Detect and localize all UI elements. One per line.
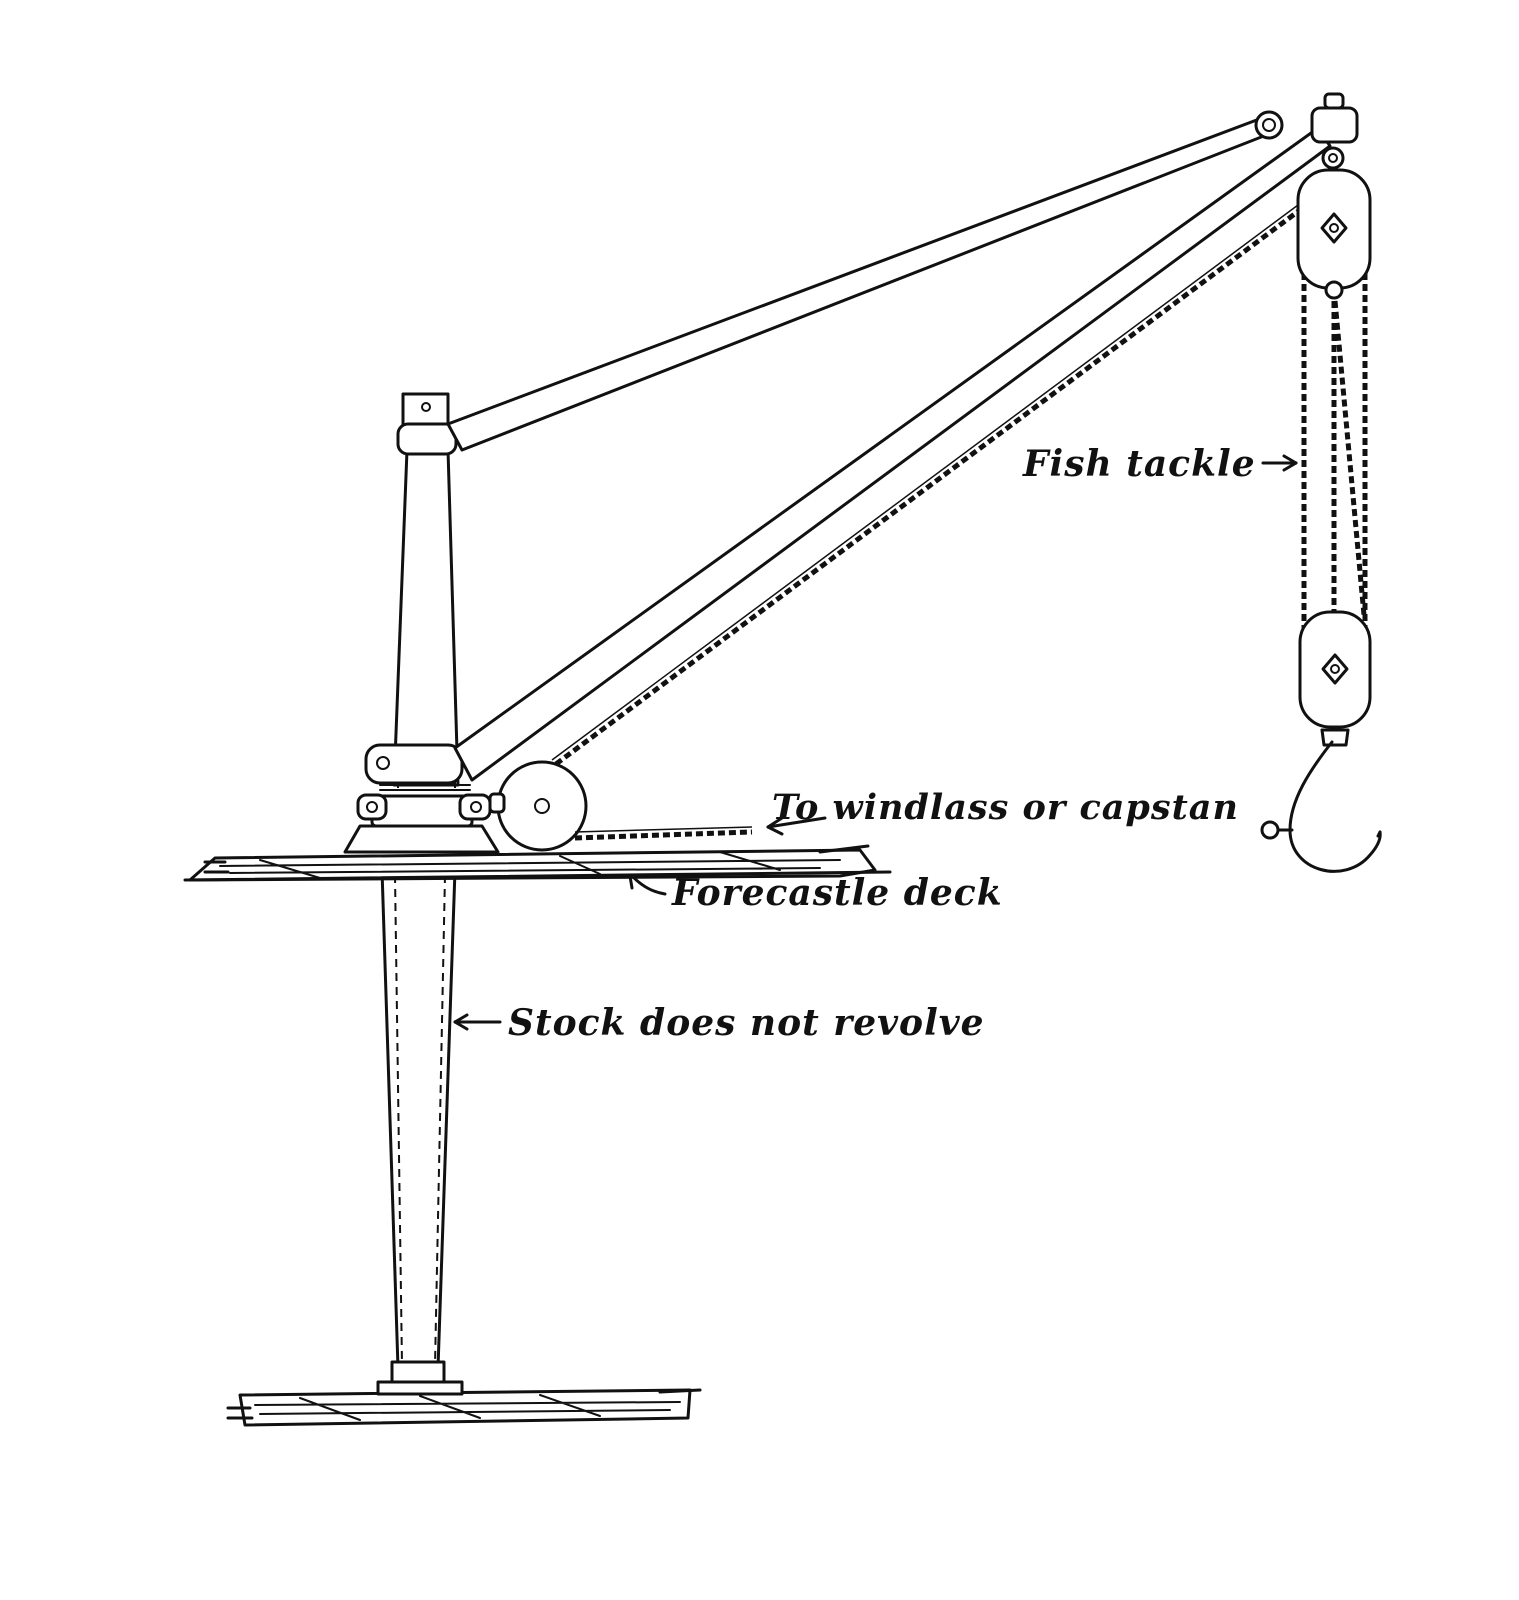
forecastle-deck [183, 844, 892, 882]
hauling-rope [551, 204, 1302, 841]
windlass-label: To windlass or capstan [772, 787, 1239, 828]
boom-head [1254, 92, 1359, 170]
davit-post [392, 392, 460, 790]
deck-partner [343, 784, 500, 854]
boom-heel-collar [364, 743, 464, 785]
boom [453, 126, 1332, 782]
fish-tackle [1296, 168, 1372, 729]
fish-tackle-label: Fish tackle [1023, 443, 1256, 485]
windlass-arrow [766, 816, 827, 836]
tie-bar [446, 116, 1276, 452]
stock-label: Stock does not revolve [508, 1002, 985, 1044]
lower-deck [226, 1388, 702, 1427]
forecastle-label: Forecastle deck [672, 872, 1003, 914]
stock-arrow [453, 1013, 502, 1031]
heel-sheave [488, 760, 588, 852]
forecastle-leader [628, 874, 667, 896]
hook [1260, 728, 1382, 873]
davit-stock [376, 868, 464, 1396]
fish-tackle-arrow [1261, 454, 1298, 472]
